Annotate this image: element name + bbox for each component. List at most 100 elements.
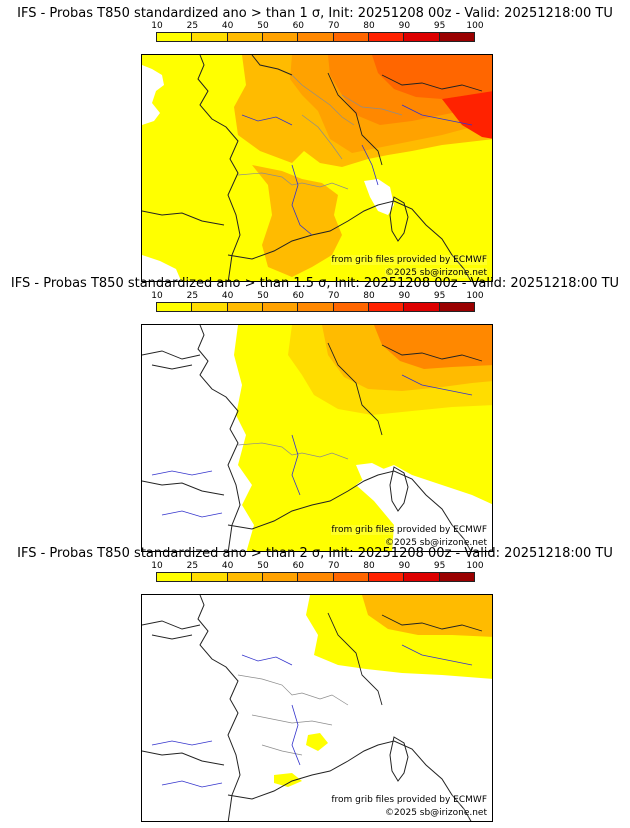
colorbar-swatch — [403, 302, 440, 312]
colorbar-swatch — [367, 572, 405, 582]
low-prob-area-ligurian — [364, 179, 394, 215]
prob-field-40-south — [252, 165, 342, 277]
colorbar-tick: 90 — [398, 21, 411, 31]
colorbar-tick: 95 — [433, 21, 446, 31]
colorbar-swatch — [156, 572, 193, 582]
colorbar-tick: 50 — [257, 561, 269, 571]
panel-title: IFS - Probas T850 standardized ano > tha… — [17, 546, 613, 561]
colorbar-tick: 10 — [151, 291, 163, 301]
prob-field-10-small — [306, 733, 328, 751]
panel-1_5sigma: IFS - Probas T850 standardized ano > tha… — [0, 276, 630, 552]
coast-corsica — [389, 736, 409, 782]
colorbar-swatch — [297, 572, 334, 582]
colorbar-tick: 80 — [363, 21, 375, 31]
panel-title: IFS - Probas T850 standardized ano > tha… — [17, 6, 613, 21]
rivers — [241, 104, 473, 236]
low-prob-area-atlantic — [142, 55, 164, 125]
probability-map: from grib files provided by ECMWF ©2025 … — [141, 324, 493, 552]
colorbar-swatch — [297, 32, 334, 42]
colorbar-tick: 25 — [186, 291, 199, 301]
coastline-france-west — [197, 595, 241, 821]
colorbar-swatch — [191, 302, 228, 312]
national-borders — [327, 72, 483, 166]
colorbar-tick: 60 — [292, 21, 305, 31]
colorbar-tick: 100 — [466, 561, 484, 571]
map-graphic — [142, 55, 492, 281]
admin-boundaries-north — [291, 74, 403, 160]
colorbar-swatch — [226, 32, 263, 42]
colorbar-swatch — [226, 302, 263, 312]
colorbar-tick: 80 — [363, 561, 375, 571]
colorbar — [156, 32, 475, 42]
colorbar-tick: 60 — [292, 561, 305, 571]
colorbar-swatch — [367, 32, 405, 42]
coastline-mediterranean — [227, 470, 472, 551]
colorbar-tick: 100 — [466, 291, 484, 301]
copyright-credit: ©2025 sb@irizone.net — [385, 268, 487, 278]
map-graphic — [142, 325, 492, 551]
prob-field-10-small-2 — [274, 773, 302, 787]
colorbar-tick: 10 — [151, 561, 163, 571]
colorbar-swatch — [156, 302, 193, 312]
rivers — [151, 644, 473, 788]
rivers — [151, 374, 473, 518]
probability-map: from grib files provided by ECMWF ©2025 … — [141, 54, 493, 282]
source-credit: from grib files provided by ECMWF — [331, 255, 487, 265]
colorbar-tick: 80 — [363, 291, 375, 301]
colorbar-swatch — [367, 302, 405, 312]
colorbar — [156, 572, 475, 582]
colorbar-swatch — [191, 32, 228, 42]
probability-map: from grib files provided by ECMWF ©2025 … — [141, 594, 493, 822]
coast-corsica — [389, 196, 409, 242]
copyright-credit: ©2025 sb@irizone.net — [385, 538, 487, 548]
colorbar-tick: 25 — [186, 21, 199, 31]
copyright-credit: ©2025 sb@irizone.net — [385, 808, 487, 818]
prob-field-60 — [374, 325, 492, 369]
colorbar-tick: 90 — [398, 561, 411, 571]
colorbar-swatch — [332, 572, 369, 582]
colorbar-swatch — [332, 32, 369, 42]
colorbar-swatch — [438, 302, 475, 312]
colorbar-tick: 40 — [221, 21, 234, 31]
colorbar-ticks: 10 25 40 50 60 70 80 90 95 100 — [151, 291, 483, 302]
coast-spain-north — [142, 210, 225, 226]
colorbar-ticks: 10 25 40 50 60 70 80 90 95 100 — [151, 21, 483, 32]
coastline-france-west — [197, 55, 241, 281]
colorbar-tick: 70 — [327, 21, 340, 31]
colorbar-swatch — [156, 32, 193, 42]
low-prob-area-ligurian — [356, 463, 394, 495]
colorbar-tick: 70 — [327, 291, 340, 301]
coastline-mediterranean — [227, 740, 472, 821]
prob-field-40 — [362, 595, 492, 637]
colorbar-swatch — [297, 302, 334, 312]
panel-1sigma: IFS - Probas T850 standardized ano > tha… — [0, 6, 630, 282]
colorbar-tick: 50 — [257, 291, 269, 301]
colorbar-swatch — [191, 572, 228, 582]
colorbar-tick: 95 — [433, 291, 446, 301]
admin-boundaries — [237, 442, 349, 460]
source-credit: from grib files provided by ECMWF — [331, 525, 487, 535]
low-prob-area-sw — [142, 255, 182, 281]
colorbar-tick: 50 — [257, 21, 269, 31]
admin-boundaries — [237, 172, 349, 190]
coast-spain-north — [142, 480, 225, 496]
colorbar-swatch — [261, 572, 299, 582]
colorbar-swatch — [403, 32, 440, 42]
colorbar-swatch — [226, 572, 263, 582]
colorbar-tick: 40 — [221, 561, 234, 571]
coast-channel — [251, 55, 293, 76]
colorbar-swatch — [261, 32, 299, 42]
coastline-mediterranean — [227, 200, 472, 281]
colorbar-tick: 60 — [292, 291, 305, 301]
colorbar-tick: 90 — [398, 291, 411, 301]
coast-spain-north — [142, 750, 225, 766]
colorbar-ticks: 10 25 40 50 60 70 80 90 95 100 — [151, 561, 483, 572]
colorbar-tick: 70 — [327, 561, 340, 571]
national-borders — [327, 342, 483, 436]
prob-field-80 — [442, 91, 492, 139]
colorbar-tick: 10 — [151, 21, 163, 31]
colorbar-tick: 25 — [186, 561, 199, 571]
coast-britain — [142, 350, 201, 370]
national-borders — [327, 612, 483, 706]
colorbar-swatch — [438, 572, 475, 582]
